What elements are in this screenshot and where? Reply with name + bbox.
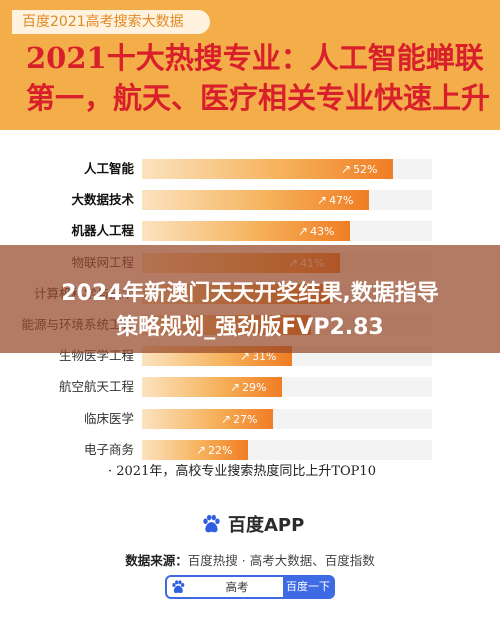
value-label: ↗ 43%	[298, 221, 335, 242]
trend-up-icon: ↗	[240, 349, 251, 363]
search-box[interactable]: 高考 百度一下	[165, 575, 335, 599]
bar	[142, 159, 393, 179]
category-label: 临床医学	[83, 411, 134, 426]
source-label: 数据来源：	[125, 553, 188, 568]
value-label: ↗ 22%	[196, 440, 233, 461]
trend-up-icon: ↗	[196, 443, 207, 457]
search-paw-icon	[172, 580, 185, 594]
trend-up-icon: ↗	[230, 380, 241, 394]
value-text: 22%	[208, 444, 233, 457]
value-label: ↗ 52%	[341, 159, 378, 180]
value-text: 43%	[310, 225, 335, 238]
brand: 百度APP	[200, 511, 304, 537]
category-label: 大数据技术	[71, 192, 134, 207]
trend-up-icon: ↗	[298, 224, 309, 238]
brand-name: 百度APP	[228, 515, 305, 536]
bar	[142, 409, 273, 429]
value-label: ↗ 31%	[240, 346, 277, 367]
trend-up-icon: ↗	[341, 162, 352, 176]
value-text: 27%	[233, 413, 258, 426]
bar	[142, 377, 282, 397]
trend-up-icon: ↗	[221, 412, 232, 426]
overlay-banner[interactable]: 2024年新澳门天天开奖结果,数据指导 策略规划_强劲版FVP2.83	[0, 245, 500, 353]
banner-line-1: 2024年新澳门天天开奖结果,数据指导	[61, 281, 439, 306]
value-label: ↗ 29%	[230, 377, 267, 398]
trend-up-icon: ↗	[317, 193, 328, 207]
value-text: 31%	[252, 350, 277, 363]
value-text: 52%	[353, 163, 378, 176]
source-text: 百度热搜 · 高考大数据、百度指数	[187, 553, 375, 568]
header: 百度2021高考搜索大数据 2021十大热搜专业：人工智能蝉联 第一，航天、医疗…	[0, 0, 500, 130]
value-text: 29%	[242, 381, 267, 394]
category-label: 人工智能	[83, 161, 134, 176]
search-input[interactable]: 高考	[225, 580, 249, 594]
value-label: ↗ 47%	[317, 190, 354, 211]
baidu-paw-icon	[203, 514, 220, 533]
chart-footnote: · 2021年，高校专业搜索热度同比上升TOP10	[108, 464, 376, 479]
value-text: 47%	[329, 194, 354, 207]
banner-line-2: 策略规划_强劲版FVP2.83	[116, 315, 384, 340]
value-label: ↗ 27%	[221, 409, 258, 430]
bar	[142, 440, 248, 460]
category-label: 电子商务	[83, 442, 134, 457]
bar	[142, 221, 350, 241]
bar	[142, 190, 369, 210]
data-source: 数据来源：百度热搜 · 高考大数据、百度指数	[100, 550, 400, 569]
category-label: 机器人工程	[71, 223, 134, 238]
category-label: 航空航天工程	[58, 379, 134, 394]
header-tag: 百度2021高考搜索大数据	[12, 10, 210, 34]
title-line-1: 2021十大热搜专业：人工智能蝉联	[26, 41, 484, 75]
page-title: 2021十大热搜专业：人工智能蝉联 第一，航天、医疗相关专业快速上升	[26, 38, 491, 118]
search-button[interactable]: 百度一下	[283, 577, 333, 597]
title-line-2: 第一，航天、医疗相关专业快速上升	[26, 81, 491, 115]
